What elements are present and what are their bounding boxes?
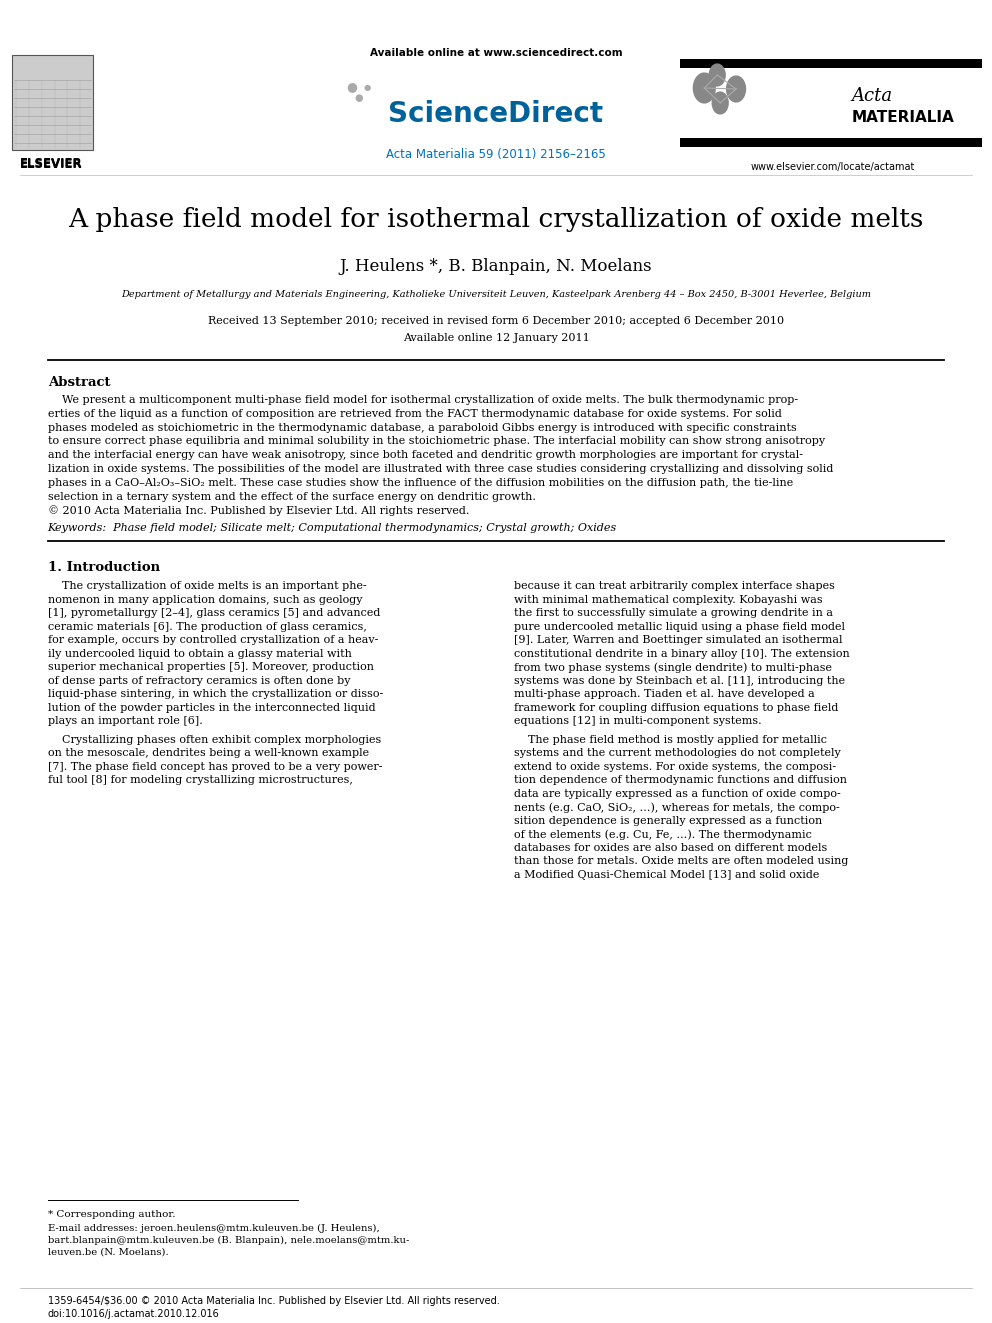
Text: doi:10.1016/j.actamat.2010.12.016: doi:10.1016/j.actamat.2010.12.016: [48, 1308, 219, 1319]
Text: the first to successfully simulate a growing dendrite in a: the first to successfully simulate a gro…: [514, 609, 833, 618]
Text: selection in a ternary system and the effect of the surface energy on dendritic : selection in a ternary system and the ef…: [48, 492, 536, 501]
Text: www.elsevier.com/locate/actamat: www.elsevier.com/locate/actamat: [751, 161, 916, 172]
Text: Acta Materialia 59 (2011) 2156–2165: Acta Materialia 59 (2011) 2156–2165: [386, 148, 606, 161]
Text: E-mail addresses: jeroen.heulens@mtm.kuleuven.be (J. Heulens),: E-mail addresses: jeroen.heulens@mtm.kul…: [48, 1224, 379, 1233]
Text: for example, occurs by controlled crystallization of a heav-: for example, occurs by controlled crysta…: [48, 635, 378, 646]
Text: sition dependence is generally expressed as a function: sition dependence is generally expressed…: [514, 816, 822, 826]
Text: than those for metals. Oxide melts are often modeled using: than those for metals. Oxide melts are o…: [514, 856, 848, 867]
Text: ceramic materials [6]. The production of glass ceramics,: ceramic materials [6]. The production of…: [48, 622, 366, 631]
Text: data are typically expressed as a function of oxide compo-: data are typically expressed as a functi…: [514, 789, 840, 799]
Text: The crystallization of oxide melts is an important phe-: The crystallization of oxide melts is an…: [48, 581, 366, 591]
Text: MATERIALIA: MATERIALIA: [851, 110, 954, 124]
Text: and the interfacial energy can have weak anisotropy, since both faceted and dend: and the interfacial energy can have weak…: [48, 450, 803, 460]
Text: nents (e.g. CaO, SiO₂, …), whereas for metals, the compo-: nents (e.g. CaO, SiO₂, …), whereas for m…: [514, 802, 839, 812]
Text: ELSEVIER: ELSEVIER: [20, 157, 83, 169]
Text: because it can treat arbitrarily complex interface shapes: because it can treat arbitrarily complex…: [514, 581, 834, 591]
Text: nomenon in many application domains, such as geology: nomenon in many application domains, suc…: [48, 595, 362, 605]
Text: ily undercooled liquid to obtain a glassy material with: ily undercooled liquid to obtain a glass…: [48, 648, 351, 659]
Text: systems and the current methodologies do not completely: systems and the current methodologies do…: [514, 749, 840, 758]
FancyBboxPatch shape: [12, 54, 93, 149]
Text: from two phase systems (single dendrite) to multi-phase: from two phase systems (single dendrite)…: [514, 663, 832, 673]
Text: framework for coupling diffusion equations to phase field: framework for coupling diffusion equatio…: [514, 703, 838, 713]
Text: 1. Introduction: 1. Introduction: [48, 561, 160, 574]
Ellipse shape: [712, 93, 728, 114]
Text: lution of the powder particles in the interconnected liquid: lution of the powder particles in the in…: [48, 703, 375, 713]
Text: pure undercooled metallic liquid using a phase field model: pure undercooled metallic liquid using a…: [514, 622, 845, 631]
Text: Acta: Acta: [851, 87, 892, 105]
Text: phases in a CaO–Al₂O₃–SiO₂ melt. These case studies show the influence of the di: phases in a CaO–Al₂O₃–SiO₂ melt. These c…: [48, 478, 793, 488]
Text: of the elements (e.g. Cu, Fe, …). The thermodynamic: of the elements (e.g. Cu, Fe, …). The th…: [514, 830, 811, 840]
Text: to ensure correct phase equilibria and minimal solubility in the stoichiometric : to ensure correct phase equilibria and m…: [48, 437, 824, 446]
Text: constitutional dendrite in a binary alloy [10]. The extension: constitutional dendrite in a binary allo…: [514, 648, 849, 659]
Text: Available online 12 January 2011: Available online 12 January 2011: [403, 333, 589, 343]
Text: on the mesoscale, dendrites being a well-known example: on the mesoscale, dendrites being a well…: [48, 749, 369, 758]
Text: ELSEVIER: ELSEVIER: [20, 157, 83, 171]
Text: © 2010 Acta Materialia Inc. Published by Elsevier Ltd. All rights reserved.: © 2010 Acta Materialia Inc. Published by…: [48, 505, 469, 516]
Text: ●: ●: [355, 93, 363, 103]
Text: liquid-phase sintering, in which the crystallization or disso-: liquid-phase sintering, in which the cry…: [48, 689, 383, 699]
Text: Department of Metallurgy and Materials Engineering, Katholieke Universiteit Leuv: Department of Metallurgy and Materials E…: [121, 290, 871, 299]
FancyBboxPatch shape: [680, 138, 982, 147]
Text: phases modeled as stoichiometric in the thermodynamic database, a paraboloid Gib: phases modeled as stoichiometric in the …: [48, 422, 797, 433]
Text: with minimal mathematical complexity. Kobayashi was: with minimal mathematical complexity. Ko…: [514, 595, 822, 605]
Text: ful tool [8] for modeling crystallizing microstructures,: ful tool [8] for modeling crystallizing …: [48, 775, 352, 785]
Text: equations [12] in multi-component systems.: equations [12] in multi-component system…: [514, 716, 762, 726]
Text: superior mechanical properties [5]. Moreover, production: superior mechanical properties [5]. More…: [48, 663, 374, 672]
Text: 1359-6454/$36.00 © 2010 Acta Materialia Inc. Published by Elsevier Ltd. All righ: 1359-6454/$36.00 © 2010 Acta Materialia …: [48, 1297, 499, 1306]
Text: databases for oxides are also based on different models: databases for oxides are also based on d…: [514, 843, 827, 853]
Text: Received 13 September 2010; received in revised form 6 December 2010; accepted 6: Received 13 September 2010; received in …: [208, 316, 784, 325]
Text: Keywords:  Phase field model; Silicate melt; Computational thermodynamics; Cryst: Keywords: Phase field model; Silicate me…: [48, 523, 617, 533]
Text: systems was done by Steinbach et al. [11], introducing the: systems was done by Steinbach et al. [11…: [514, 676, 845, 685]
Text: The phase field method is mostly applied for metallic: The phase field method is mostly applied…: [514, 734, 827, 745]
Text: * Corresponding author.: * Corresponding author.: [48, 1211, 176, 1218]
Text: We present a multicomponent multi-phase field model for isothermal crystallizati: We present a multicomponent multi-phase …: [48, 396, 798, 405]
Text: ●: ●: [363, 83, 371, 93]
Ellipse shape: [709, 64, 725, 86]
Text: of dense parts of refractory ceramics is often done by: of dense parts of refractory ceramics is…: [48, 676, 350, 685]
Text: multi-phase approach. Tiaden et al. have developed a: multi-phase approach. Tiaden et al. have…: [514, 689, 814, 699]
Text: [9]. Later, Warren and Boettinger simulated an isothermal: [9]. Later, Warren and Boettinger simula…: [514, 635, 842, 646]
Text: tion dependence of thermodynamic functions and diffusion: tion dependence of thermodynamic functio…: [514, 775, 847, 785]
Text: bart.blanpain@mtm.kuleuven.be (B. Blanpain), nele.moelans@mtm.ku-: bart.blanpain@mtm.kuleuven.be (B. Blanpa…: [48, 1236, 409, 1245]
Text: [7]. The phase field concept has proved to be a very power-: [7]. The phase field concept has proved …: [48, 762, 382, 771]
Ellipse shape: [726, 77, 746, 102]
Ellipse shape: [693, 73, 715, 103]
Text: J. Heulens *, B. Blanpain, N. Moelans: J. Heulens *, B. Blanpain, N. Moelans: [339, 258, 653, 275]
Text: erties of the liquid as a function of composition are retrieved from the FACT th: erties of the liquid as a function of co…: [48, 409, 782, 419]
Text: leuven.be (N. Moelans).: leuven.be (N. Moelans).: [48, 1248, 169, 1257]
Text: lization in oxide systems. The possibilities of the model are illustrated with t: lization in oxide systems. The possibili…: [48, 464, 833, 474]
Text: plays an important role [6].: plays an important role [6].: [48, 716, 202, 726]
Text: Crystallizing phases often exhibit complex morphologies: Crystallizing phases often exhibit compl…: [48, 734, 381, 745]
Text: Available online at www.sciencedirect.com: Available online at www.sciencedirect.co…: [370, 48, 622, 58]
Text: A phase field model for isothermal crystallization of oxide melts: A phase field model for isothermal cryst…: [68, 206, 924, 232]
Text: a Modified Quasi-Chemical Model [13] and solid oxide: a Modified Quasi-Chemical Model [13] and…: [514, 869, 819, 880]
FancyBboxPatch shape: [680, 58, 982, 67]
Text: ●: ●: [347, 79, 357, 93]
Text: ScienceDirect: ScienceDirect: [389, 101, 603, 128]
Text: extend to oxide systems. For oxide systems, the composi-: extend to oxide systems. For oxide syste…: [514, 762, 836, 771]
Text: [1], pyrometallurgy [2–4], glass ceramics [5] and advanced: [1], pyrometallurgy [2–4], glass ceramic…: [48, 609, 380, 618]
Text: Abstract: Abstract: [48, 376, 110, 389]
